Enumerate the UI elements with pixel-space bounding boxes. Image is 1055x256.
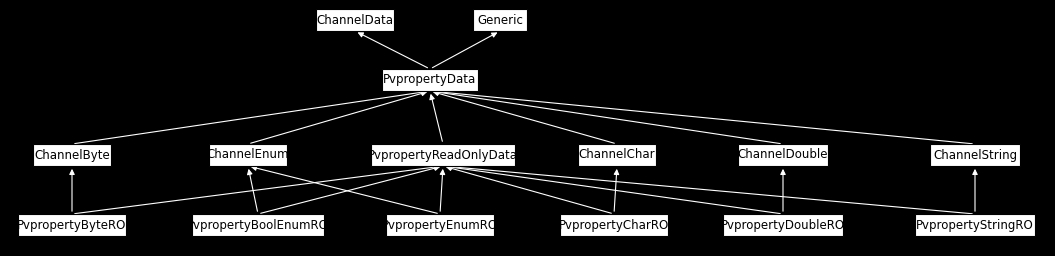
FancyBboxPatch shape [192,214,324,236]
Text: PvpropertyBoolEnumRO: PvpropertyBoolEnumRO [187,219,329,231]
Text: ChannelString: ChannelString [933,148,1017,162]
Text: ChannelData: ChannelData [316,14,394,27]
FancyBboxPatch shape [473,9,528,31]
FancyBboxPatch shape [915,214,1035,236]
Text: PvpropertyData: PvpropertyData [383,73,477,87]
Text: PvpropertyDoubleRO: PvpropertyDoubleRO [721,219,845,231]
Text: ChannelByte: ChannelByte [34,148,110,162]
Text: PvpropertyByteRO: PvpropertyByteRO [17,219,127,231]
FancyBboxPatch shape [723,214,843,236]
FancyBboxPatch shape [578,144,656,166]
Text: PvpropertyStringRO: PvpropertyStringRO [916,219,1034,231]
FancyBboxPatch shape [371,144,515,166]
FancyBboxPatch shape [386,214,494,236]
Text: PvpropertyReadOnlyData: PvpropertyReadOnlyData [368,148,518,162]
FancyBboxPatch shape [738,144,828,166]
FancyBboxPatch shape [931,144,1020,166]
FancyBboxPatch shape [316,9,394,31]
Text: Generic: Generic [477,14,523,27]
FancyBboxPatch shape [560,214,668,236]
FancyBboxPatch shape [33,144,111,166]
Text: PvpropertyEnumRO: PvpropertyEnumRO [382,219,498,231]
Text: ChannelDouble: ChannelDouble [737,148,828,162]
FancyBboxPatch shape [382,69,478,91]
Text: ChannelChar: ChannelChar [579,148,655,162]
FancyBboxPatch shape [209,144,287,166]
Text: ChannelEnum: ChannelEnum [207,148,289,162]
Text: PvpropertyCharRO: PvpropertyCharRO [559,219,669,231]
FancyBboxPatch shape [18,214,126,236]
